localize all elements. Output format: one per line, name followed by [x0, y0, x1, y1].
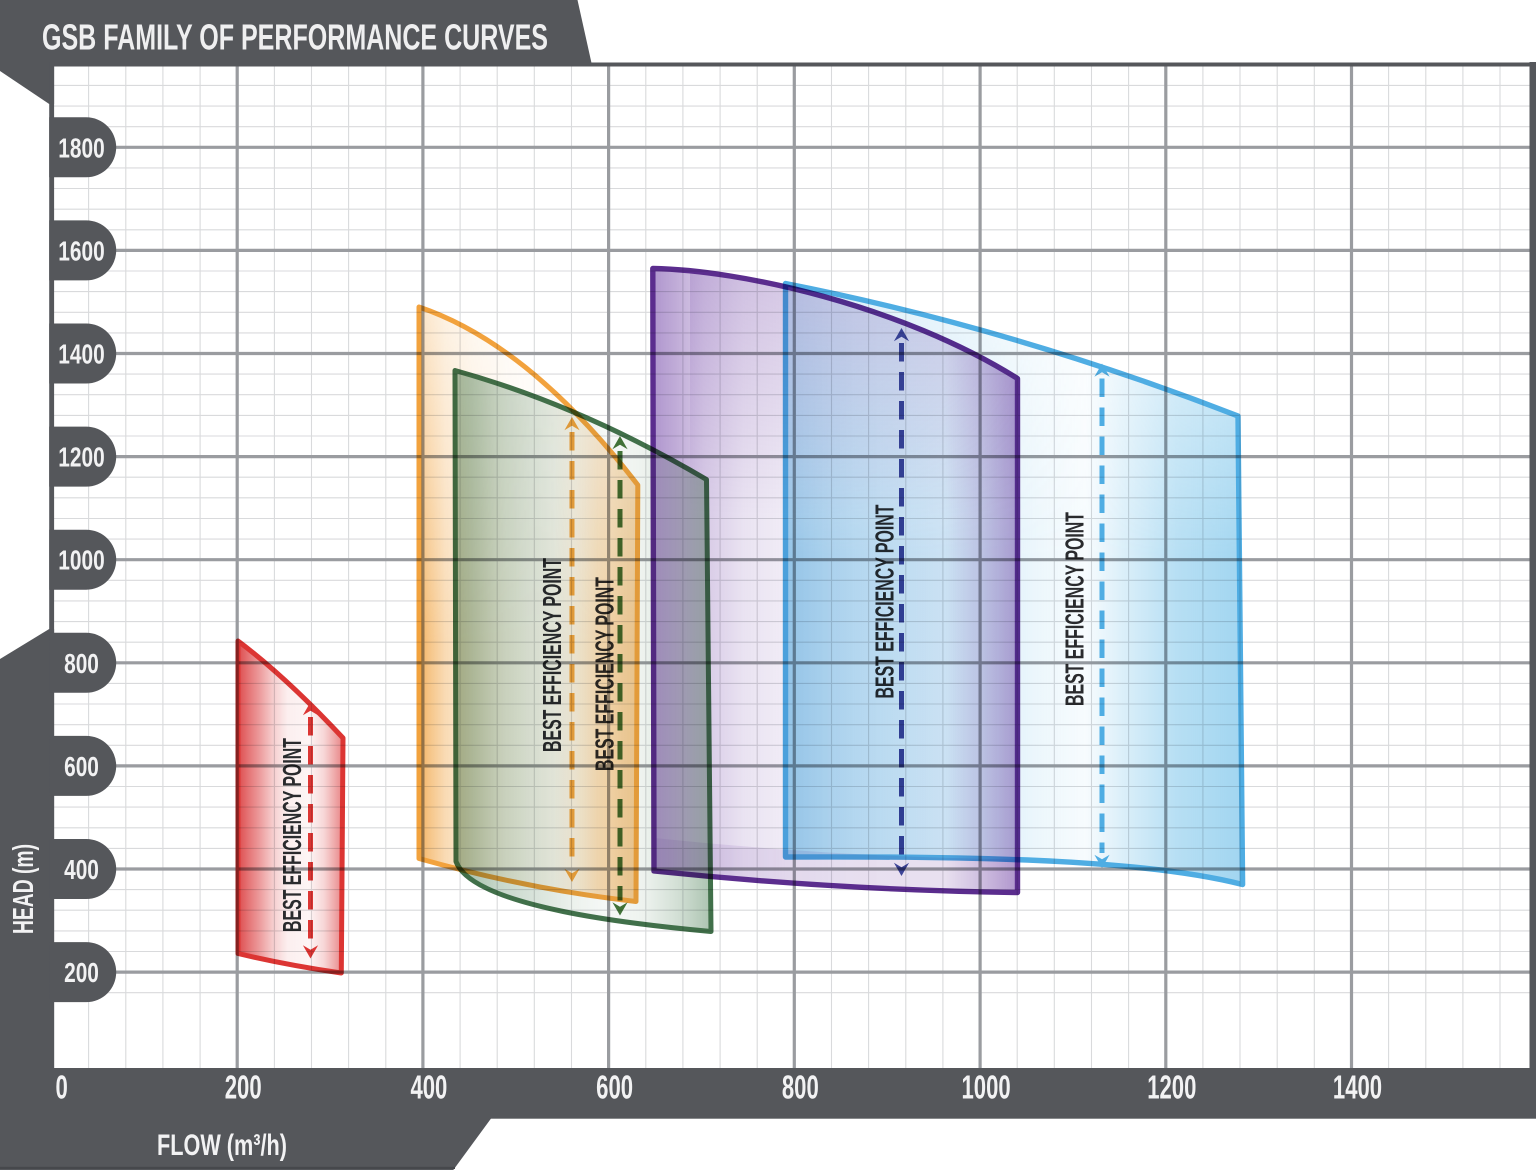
svg-text:1200: 1200	[1147, 1069, 1196, 1106]
svg-text:BEST EFFICIENCY POINT: BEST EFFICIENCY POINT	[591, 577, 619, 771]
svg-text:0: 0	[56, 1069, 68, 1106]
svg-text:800: 800	[782, 1069, 819, 1106]
svg-text:1200: 1200	[58, 442, 104, 473]
svg-text:1400: 1400	[58, 339, 104, 370]
svg-text:200: 200	[64, 957, 99, 988]
svg-text:1000: 1000	[58, 545, 104, 576]
svg-text:600: 600	[596, 1069, 633, 1106]
svg-text:GSB FAMILY OF PERFORMANCE CURV: GSB FAMILY OF PERFORMANCE CURVES	[42, 17, 548, 58]
svg-text:600: 600	[64, 751, 99, 782]
svg-text:200: 200	[225, 1069, 262, 1106]
svg-text:800: 800	[64, 648, 99, 679]
svg-text:FLOW (m³/h): FLOW (m³/h)	[157, 1129, 287, 1162]
svg-text:1800: 1800	[58, 132, 104, 163]
svg-text:1000: 1000	[962, 1069, 1011, 1106]
svg-text:BEST EFFICIENCY POINT: BEST EFFICIENCY POINT	[1062, 512, 1090, 706]
svg-text:400: 400	[410, 1069, 447, 1106]
svg-text:400: 400	[64, 854, 99, 885]
svg-text:BEST EFFICIENCY POINT: BEST EFFICIENCY POINT	[279, 738, 307, 932]
svg-text:1600: 1600	[58, 235, 104, 266]
svg-text:1400: 1400	[1333, 1069, 1382, 1106]
svg-text:HEAD (m): HEAD (m)	[8, 844, 40, 934]
